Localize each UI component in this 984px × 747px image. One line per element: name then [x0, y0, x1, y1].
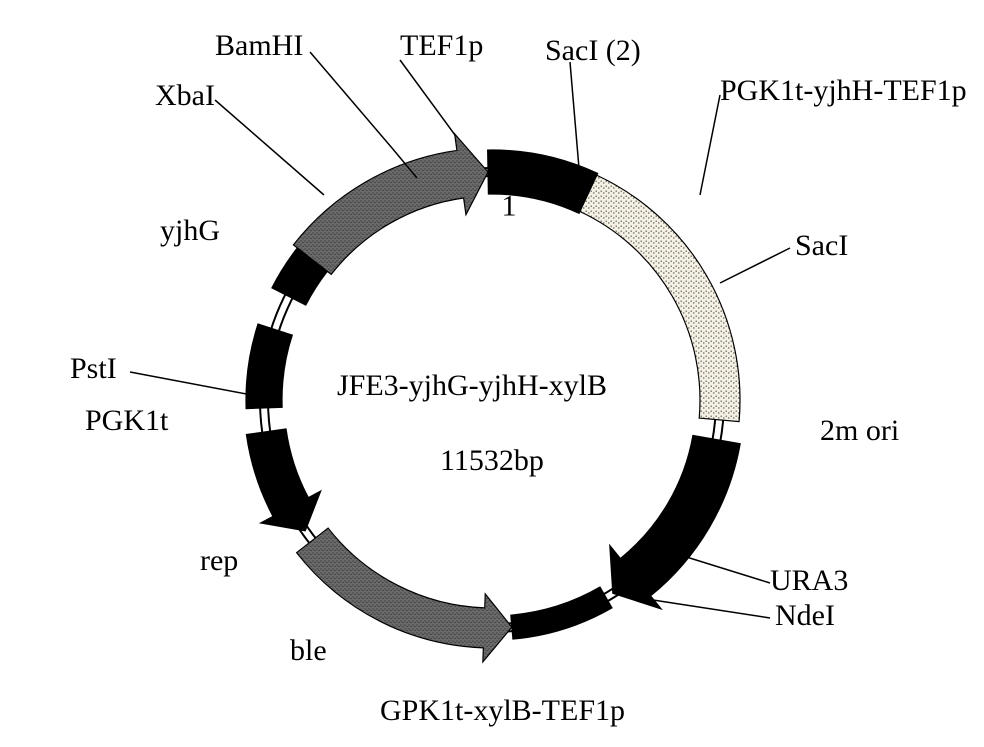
feature-label-pgk1t: PGK1t — [85, 404, 169, 437]
feature-yjhg — [293, 134, 488, 275]
site-label-saci: SacI — [795, 229, 848, 262]
feature-label-ura3: URA3 — [770, 564, 848, 597]
feature-label-ble: ble — [290, 634, 327, 667]
plasmid-map: TEF1p PGK1t-yjhH-TEF1p 2m ori URA3 GPK1t-xyl… — [70, 29, 967, 727]
feature-label-rep: rep — [200, 544, 238, 577]
site-label-ndei: NdeI — [775, 599, 835, 632]
plasmid-size: 11532bp — [440, 444, 544, 477]
feature-ble — [246, 429, 320, 531]
feature-gpk1t-xylb-tef1p — [297, 528, 512, 662]
leader-ura3 — [680, 555, 770, 583]
leader-xbai — [215, 100, 324, 195]
feature-ura3 — [511, 587, 612, 639]
site-label-xbai: XbaI — [155, 79, 215, 112]
feature-2mori — [610, 435, 740, 608]
feature-label-pgk1t-yjhh-tef1p: PGK1t-yjhH-TEF1p — [720, 74, 967, 107]
leader-pgk1t-yjhh-tef1p — [700, 95, 720, 195]
site-label-psti: PstI — [70, 352, 117, 385]
plasmid-name: JFE3-yjhG-yjhH-xylB — [337, 369, 607, 402]
feature-label-tef1p: TEF1p — [400, 29, 483, 62]
feature-label-gpk1t-xylb-tef1p: GPK1t-xylB-TEF1p — [380, 694, 625, 727]
origin-marker: 1 — [501, 190, 516, 223]
feature-label-yjhg: yjhG — [160, 214, 220, 247]
site-label-saci2: SacI (2) — [545, 34, 641, 67]
feature-label-2mori: 2m ori — [820, 414, 899, 447]
leader-bamhi — [310, 52, 417, 178]
leader-saci — [720, 248, 790, 283]
site-label-bamhi: BamHI — [215, 29, 303, 62]
